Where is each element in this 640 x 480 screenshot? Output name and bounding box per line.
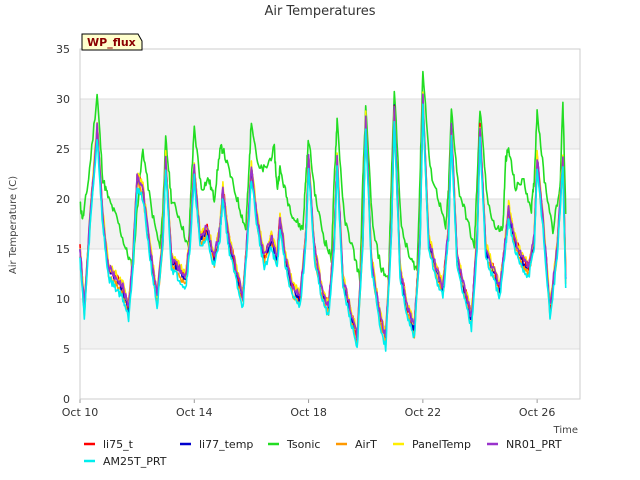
grid-band — [80, 349, 580, 399]
legend-label: AM25T_PRT — [103, 455, 167, 468]
plot-border — [79, 48, 581, 400]
y-tick-label: 5 — [63, 343, 70, 356]
y-tick-label: 20 — [56, 193, 70, 206]
plot-area: 0 5 10 15 20 25 30 35 Oct 10 Oct 14 Oct 18 Oct 22 Oc… — [56, 43, 581, 419]
y-tick-label: 10 — [56, 293, 70, 306]
chart-title: Air Temperatures — [264, 4, 375, 19]
x-axis-label: Time — [553, 425, 578, 436]
badge-shape — [81, 33, 143, 51]
legend: li75_t li77_temp Tsonic AirT PanelTemp NR01_P… — [84, 438, 562, 468]
legend-label: Tsonic — [286, 438, 320, 451]
y-tick-label: 30 — [56, 93, 70, 106]
y-axis-label: Air Temperature (C) — [8, 176, 19, 274]
legend-label: PanelTemp — [412, 438, 471, 451]
x-tick-label: Oct 22 — [405, 406, 442, 419]
legend-label: li75_t — [103, 438, 134, 451]
y-tick-label: 35 — [56, 43, 70, 56]
legend-label: AirT — [355, 438, 377, 451]
x-tick-label: Oct 14 — [176, 406, 213, 419]
y-tick-label: 15 — [56, 243, 70, 256]
legend-label: NR01_PRT — [506, 438, 562, 451]
x-tick-label: Oct 10 — [62, 406, 99, 419]
y-tick-label: 0 — [63, 393, 70, 406]
y-tick-label: 25 — [56, 143, 70, 156]
x-tick-label: Oct 26 — [519, 406, 556, 419]
series-line-am25t_prt — [79, 103, 567, 352]
wp-flux-badge: WP_flux — [81, 33, 143, 51]
badge-text: WP_flux — [87, 36, 136, 49]
grid-band — [80, 49, 580, 99]
x-tick-label: Oct 18 — [290, 406, 327, 419]
grid-band — [80, 99, 580, 149]
legend-label: li77_temp — [199, 438, 253, 451]
